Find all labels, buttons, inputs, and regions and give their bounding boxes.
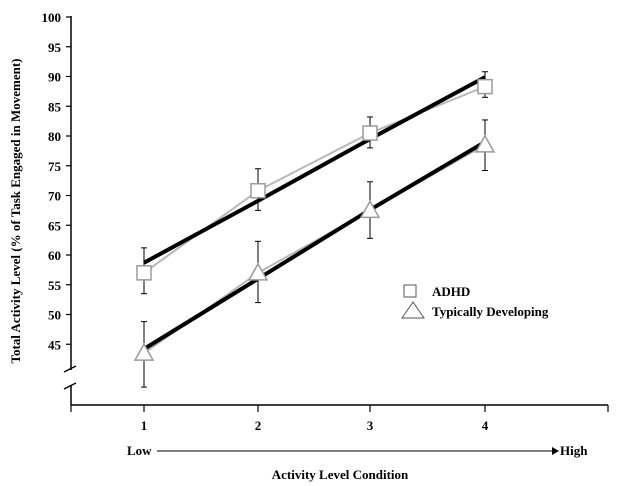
x-axis-label: Activity Level Condition [272, 467, 409, 482]
legend-item-adhd: ADHD [403, 284, 470, 299]
x-tick-label: 2 [255, 418, 262, 433]
triangle-point [359, 199, 381, 219]
y-tick-label: 70 [48, 189, 61, 204]
legend-label-typically-developing: Typically Developing [432, 304, 549, 319]
y-tick-label: 95 [48, 40, 62, 55]
triangle-point [474, 134, 496, 153]
plot-area [133, 71, 496, 388]
y-tick-label: 65 [48, 218, 62, 233]
arrow-head [552, 447, 559, 455]
x-tick-label: 4 [482, 418, 489, 433]
low-label: Low [127, 443, 152, 458]
low-high-scale: Low High [127, 443, 588, 458]
legend-label-adhd: ADHD [432, 284, 470, 299]
y-axis-label: Total Activity Level (% of Task Engaged … [8, 58, 23, 363]
triangle-point [133, 342, 155, 361]
x-tick-label: 3 [367, 418, 374, 433]
square-point [250, 182, 266, 199]
y-tick-label: 75 [48, 159, 62, 174]
series-line-1 [143, 144, 486, 354]
square-marker-icon [403, 284, 417, 298]
triangle-point [247, 262, 269, 281]
y-tick-label: 55 [48, 278, 62, 293]
axes [63, 16, 608, 406]
legend: ADHD Typically Developing [401, 284, 549, 319]
y-axis-break [63, 365, 77, 390]
y-tick-label: 90 [48, 70, 61, 85]
y-tick-label: 85 [48, 99, 62, 114]
y-tick-label: 100 [42, 10, 62, 25]
triangle-marker-icon [401, 301, 425, 319]
y-tick-label: 50 [48, 308, 61, 323]
y-tick-label: 45 [48, 337, 62, 352]
square-point [477, 78, 493, 95]
legend-item-typically-developing: Typically Developing [401, 301, 549, 319]
y-tick-label: 60 [48, 248, 61, 263]
square-point [136, 265, 152, 281]
x-ticks: 1 2 3 4 [70, 405, 609, 433]
square-point [362, 125, 378, 141]
y-ticks: 100 95 90 85 80 75 70 65 60 55 50 45 [42, 10, 71, 352]
y-tick-label: 80 [48, 129, 61, 144]
trend-line-0 [143, 75, 486, 265]
trend-line-1 [142, 140, 487, 351]
high-label: High [560, 443, 588, 458]
x-tick-label: 1 [141, 418, 148, 433]
